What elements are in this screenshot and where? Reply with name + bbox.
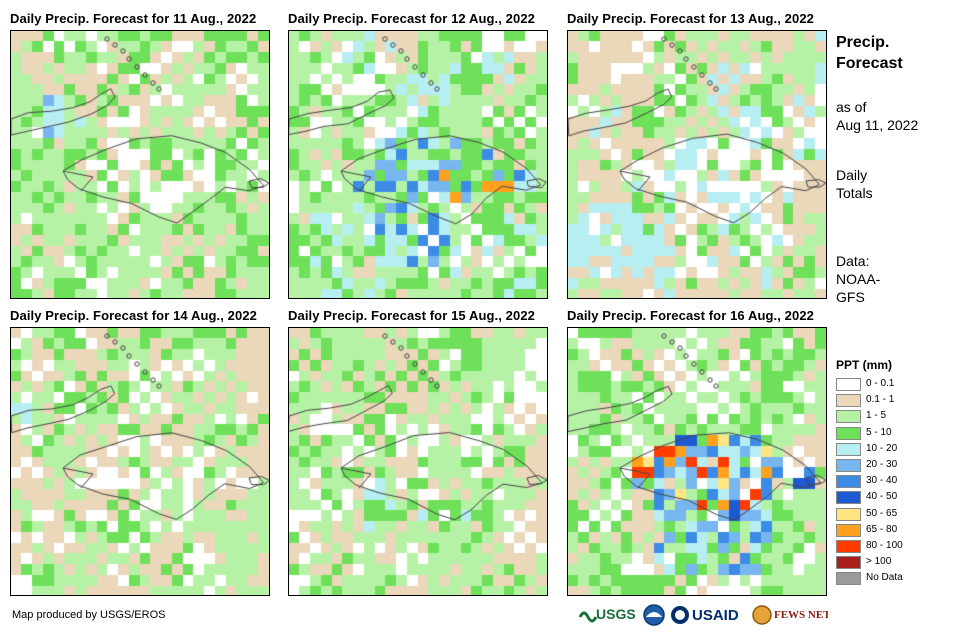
legend-label: 5 - 10: [866, 426, 892, 438]
sidebar-heading: Precip. Forecast: [836, 32, 903, 74]
legend-label: 0.1 - 1: [866, 394, 895, 406]
legend-item: 30 - 40: [836, 475, 946, 489]
precip-grid-1: [11, 31, 269, 298]
panel-title-6: Daily Precip. Forecast for 16 Aug., 2022: [567, 308, 815, 323]
sidebar-asof-line1: as of: [836, 99, 867, 115]
legend-item: 80 - 100: [836, 540, 946, 553]
usaid-logo-mark: USAID: [671, 606, 739, 624]
legend-swatch: [836, 378, 861, 391]
noaa-logo-mark: [643, 604, 665, 626]
precip-grid-4: [11, 328, 269, 595]
legend-label: 30 - 40: [866, 475, 898, 487]
precip-grid-6: [568, 328, 826, 595]
fewsnet-logo: FEWS NET: [752, 603, 831, 627]
legend-swatch: [836, 394, 861, 408]
legend-label: > 100: [866, 556, 892, 568]
legend-item: 5 - 10: [836, 426, 946, 440]
legend-label: 1 - 5: [866, 410, 887, 422]
sidebar-heading-line1: Precip.: [836, 34, 890, 51]
legend-label: 65 - 80: [866, 523, 898, 535]
fewsnet-logo-mark: FEWS NET: [752, 605, 831, 625]
sidebar-daily: Daily Totals: [836, 166, 873, 202]
map-panel-1: [10, 30, 270, 299]
usaid-logo: USAID: [670, 603, 750, 627]
legend-title: PPT (mm): [836, 358, 893, 372]
panel-title-5: Daily Precip. Forecast for 15 Aug., 2022: [288, 308, 536, 323]
legend-swatch: [836, 426, 861, 440]
legend-item: 0.1 - 1: [836, 394, 946, 408]
usgs-logo: USGS: [578, 603, 638, 627]
usgs-logo-mark: USGS: [578, 606, 636, 623]
sidebar-heading-line2: Forecast: [836, 55, 903, 72]
precip-grid-5: [289, 328, 547, 595]
map-panel-6: [567, 327, 827, 596]
legend-item: 10 - 20: [836, 442, 946, 456]
sidebar-asof-date: Aug 11, 2022: [836, 117, 919, 133]
legend-item: 1 - 5: [836, 410, 946, 424]
map-panel-3: [567, 30, 827, 299]
legend-label: 0 - 0.1: [866, 378, 895, 389]
map-panel-5: [288, 327, 548, 596]
legend-label: 10 - 20: [866, 442, 898, 454]
sidebar-data-line1: Data:: [836, 253, 870, 269]
legend-swatch: [836, 540, 861, 553]
legend-item: > 100: [836, 556, 946, 570]
legend-swatch: [836, 572, 861, 586]
legend-swatch: [836, 475, 861, 489]
legend-swatch: [836, 459, 861, 472]
panel-title-4: Daily Precip. Forecast for 14 Aug., 2022: [10, 308, 258, 323]
panel-title-2: Daily Precip. Forecast for 12 Aug., 2022: [288, 11, 536, 26]
map-panel-2: [288, 30, 548, 299]
legend-swatch: [836, 442, 861, 456]
legend-label: 20 - 30: [866, 459, 898, 470]
sidebar-daily-line1: Daily: [836, 167, 868, 183]
usgs-logo-text: USGS: [596, 606, 636, 622]
map-panel-4: [10, 327, 270, 596]
legend-item: 65 - 80: [836, 523, 946, 537]
usaid-logo-text: USAID: [692, 607, 739, 624]
legend-item: 0 - 0.1: [836, 378, 946, 391]
sidebar-data-line2: NOAA-: [836, 271, 881, 287]
legend-label: 50 - 65: [866, 507, 898, 519]
sidebar-data-source: Data: NOAA- GFS: [836, 252, 880, 306]
legend-label: No Data: [866, 572, 903, 584]
legend-item: 50 - 65: [836, 507, 946, 521]
precip-grid-3: [568, 31, 826, 298]
legend-item: No Data: [836, 572, 946, 586]
precip-grid-2: [289, 31, 547, 298]
legend-swatch: [836, 556, 861, 570]
sidebar-daily-line2: Totals: [836, 185, 873, 201]
sidebar-asof: as of Aug 11, 2022: [836, 98, 918, 134]
noaa-logo: [642, 603, 666, 627]
legend-swatch: [836, 491, 861, 505]
legend-item: 20 - 30: [836, 459, 946, 472]
legend-swatch: [836, 410, 861, 424]
fewsnet-logo-text: FEWS NET: [774, 609, 828, 621]
legend-label: 80 - 100: [866, 540, 903, 551]
panel-title-3: Daily Precip. Forecast for 13 Aug., 2022: [567, 11, 815, 26]
panel-title-1: Daily Precip. Forecast for 11 Aug., 2022: [10, 11, 257, 26]
sidebar-data-line3: GFS: [836, 289, 865, 305]
map-credit: Map produced by USGS/EROS: [12, 609, 166, 621]
legend-swatch: [836, 507, 861, 521]
legend-label: 40 - 50: [866, 491, 898, 503]
legend-swatch: [836, 523, 861, 537]
partner-logos: USGS USAID FEWS NET: [578, 603, 831, 627]
legend-item: 40 - 50: [836, 491, 946, 505]
